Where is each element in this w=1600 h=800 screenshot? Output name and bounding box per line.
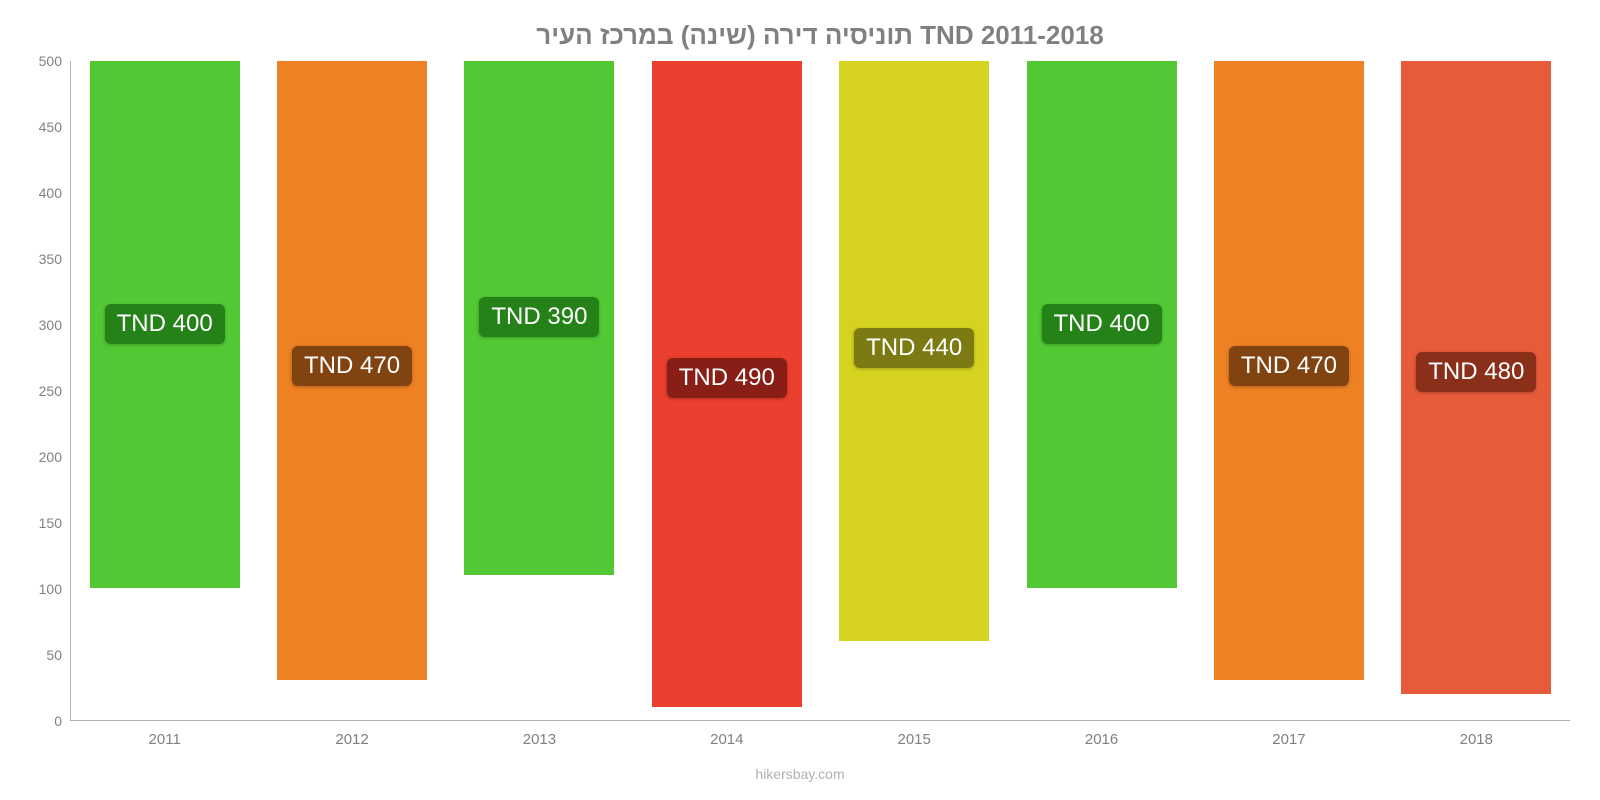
- bar-slot: TND 440: [821, 61, 1008, 720]
- bar-slot: TND 470: [1195, 61, 1382, 720]
- bar: TND 490: [652, 61, 802, 707]
- x-tick-label: 2018: [1383, 731, 1570, 748]
- bar-slot: TND 400: [1008, 61, 1195, 720]
- bar: TND 400: [90, 61, 240, 588]
- y-tick-label: 0: [54, 713, 62, 729]
- y-tick-label: 400: [39, 185, 62, 201]
- bar-slot: TND 390: [446, 61, 633, 720]
- x-axis-labels: 20112012201320142015201620172018: [71, 731, 1570, 748]
- bar: TND 390: [464, 61, 614, 575]
- y-tick-label: 200: [39, 449, 62, 465]
- source-attribution: hikersbay.com: [0, 766, 1600, 782]
- bar-slot: TND 400: [71, 61, 258, 720]
- y-tick-label: 350: [39, 251, 62, 267]
- x-tick-label: 2015: [821, 731, 1008, 748]
- y-tick-label: 450: [39, 119, 62, 135]
- bar-slot: TND 490: [633, 61, 820, 720]
- y-tick-label: 250: [39, 383, 62, 399]
- y-tick-label: 150: [39, 515, 62, 531]
- bar: TND 470: [277, 61, 427, 680]
- bar-value-label: TND 490: [667, 358, 787, 398]
- plot-area: TND 400 TND 470 TND 390 TND 490 TND 440 TND 4…: [70, 61, 1570, 721]
- y-tick-label: 300: [39, 317, 62, 333]
- bar: TND 470: [1214, 61, 1364, 680]
- y-tick-label: 50: [46, 647, 62, 663]
- bar-value-label: TND 390: [479, 297, 599, 337]
- x-tick-label: 2016: [1008, 731, 1195, 748]
- bar-value-label: TND 400: [1042, 304, 1162, 344]
- bar-value-label: TND 480: [1416, 352, 1536, 392]
- bar-value-label: TND 470: [1229, 346, 1349, 386]
- bars-group: TND 400 TND 470 TND 390 TND 490 TND 440 TND 4…: [71, 61, 1570, 720]
- y-axis: 050100150200250300350400450500: [20, 61, 70, 721]
- x-tick-label: 2013: [446, 731, 633, 748]
- chart-title: תוניסיה דירה (שינה) במרכז העיר TND 2011-…: [70, 20, 1570, 51]
- y-tick-label: 100: [39, 581, 62, 597]
- bar: TND 480: [1401, 61, 1551, 694]
- x-tick-label: 2017: [1195, 731, 1382, 748]
- y-tick-label: 500: [39, 53, 62, 69]
- chart-container: תוניסיה דירה (שינה) במרכז העיר TND 2011-…: [0, 0, 1600, 800]
- bar-value-label: TND 440: [854, 328, 974, 368]
- x-tick-label: 2012: [258, 731, 445, 748]
- bar-slot: TND 470: [258, 61, 445, 720]
- bar: TND 400: [1027, 61, 1177, 588]
- bar-value-label: TND 470: [292, 346, 412, 386]
- bar-value-label: TND 400: [105, 304, 225, 344]
- plot-area-wrapper: 050100150200250300350400450500 TND 400TN…: [70, 61, 1570, 721]
- bar: TND 440: [839, 61, 989, 641]
- x-tick-label: 2011: [71, 731, 258, 748]
- x-tick-label: 2014: [633, 731, 820, 748]
- bar-slot: TND 480: [1383, 61, 1570, 720]
